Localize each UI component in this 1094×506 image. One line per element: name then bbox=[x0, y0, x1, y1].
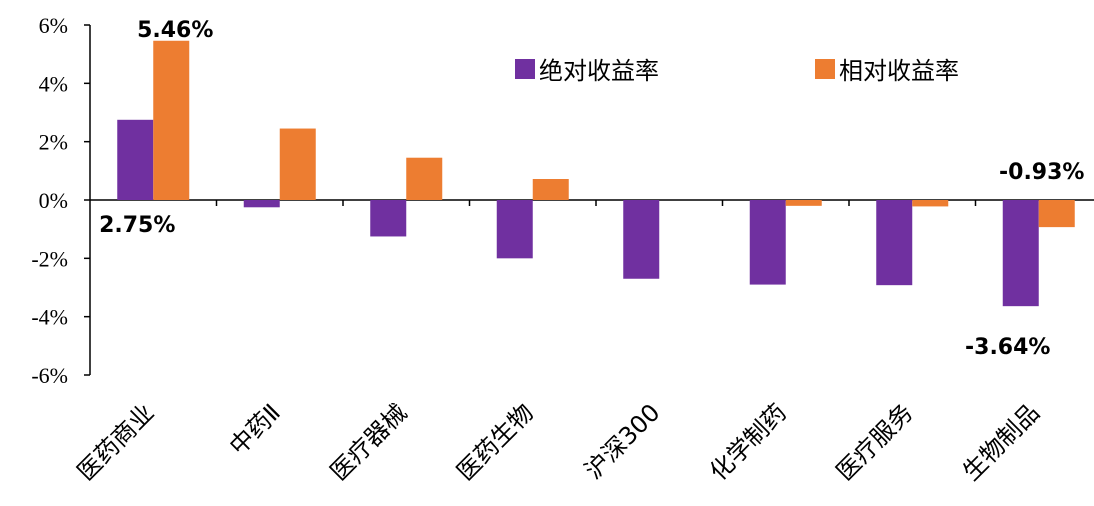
bar bbox=[912, 200, 949, 207]
y-tick-label: -2% bbox=[31, 246, 68, 271]
bar bbox=[785, 200, 822, 206]
category-label: 中药Ⅱ bbox=[224, 398, 286, 460]
bar bbox=[243, 200, 280, 208]
bar bbox=[532, 179, 569, 200]
legend-swatch-relative bbox=[815, 59, 835, 79]
bar bbox=[749, 200, 786, 285]
bar bbox=[370, 200, 407, 237]
category-label: 医疗器械 bbox=[325, 398, 413, 486]
data-labels-group: 5.46% 2.75% -0.93% -3.64% bbox=[99, 18, 1084, 360]
category-label: 化学制药 bbox=[704, 398, 792, 486]
legend-label-relative: 相对收益率 bbox=[839, 57, 959, 85]
category-label: 医疗服务 bbox=[831, 398, 919, 486]
x-axis-ticks bbox=[215, 200, 977, 206]
category-label: 医药商业 bbox=[72, 398, 160, 486]
y-tick-label: -6% bbox=[31, 363, 68, 388]
data-label: 5.46% bbox=[137, 18, 213, 43]
y-tick-label: 2% bbox=[39, 130, 68, 155]
bar bbox=[876, 200, 913, 286]
y-tick-label: 4% bbox=[39, 71, 68, 96]
bar bbox=[1002, 200, 1039, 307]
y-tick-label: 6% bbox=[39, 13, 68, 38]
legend-label-absolute: 绝对收益率 bbox=[539, 57, 659, 85]
bar bbox=[117, 119, 154, 200]
bar bbox=[1038, 200, 1075, 228]
bar bbox=[496, 200, 533, 259]
bar bbox=[406, 157, 443, 200]
category-label: 医药生物 bbox=[451, 398, 539, 486]
data-label: -3.64% bbox=[965, 335, 1050, 360]
y-axis-ticks: 6% 4% 2% 0% -2% -4% -6% bbox=[31, 13, 90, 388]
bar bbox=[623, 200, 660, 279]
data-label: 2.75% bbox=[99, 213, 175, 238]
legend: 绝对收益率 相对收益率 bbox=[515, 57, 959, 85]
y-tick-label: -4% bbox=[31, 305, 68, 330]
bars-group bbox=[117, 40, 1075, 307]
bar bbox=[279, 128, 316, 200]
category-label: 沪深300 bbox=[579, 398, 665, 484]
data-label: -0.93% bbox=[999, 160, 1084, 185]
category-labels-group: 医药商业 中药Ⅱ 医疗器械 医药生物 沪深300 化学制药 医疗服务 生物制品 bbox=[72, 398, 1045, 486]
legend-swatch-absolute bbox=[515, 59, 535, 79]
bar bbox=[153, 40, 190, 200]
y-tick-label: 0% bbox=[39, 188, 68, 213]
category-label: 生物制品 bbox=[957, 398, 1045, 486]
